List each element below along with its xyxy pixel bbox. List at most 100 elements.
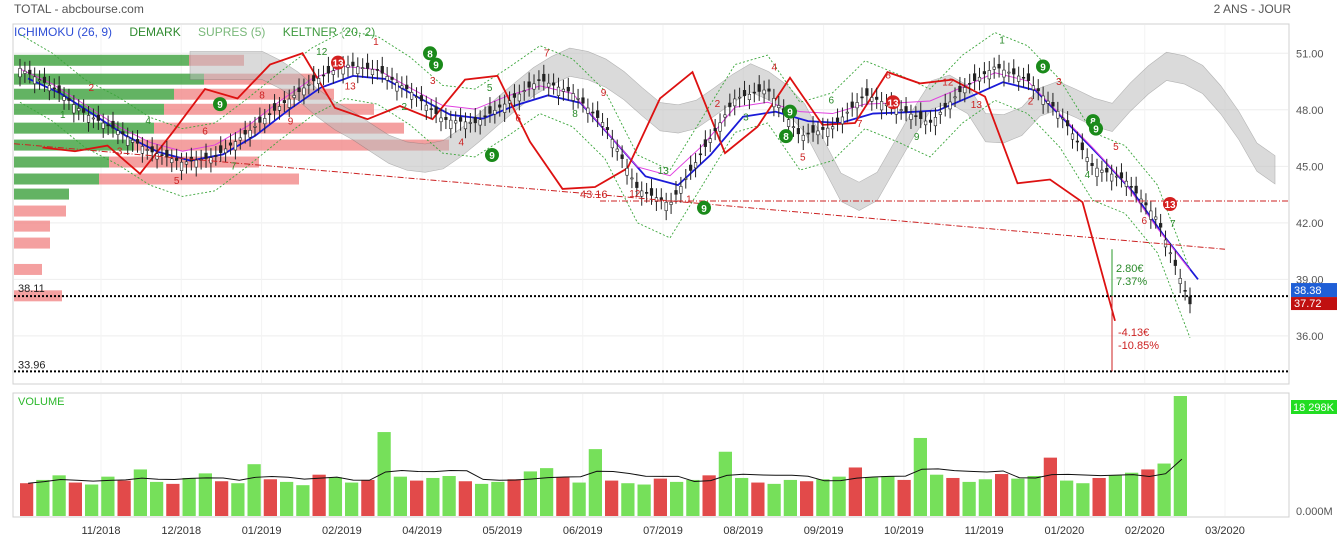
candle-body xyxy=(224,148,228,154)
demark-badge-label: 9 xyxy=(489,151,495,162)
candle-body xyxy=(512,93,517,98)
candle-body xyxy=(165,149,169,158)
demark-badge xyxy=(331,55,345,70)
x-tick-label: 02/2020 xyxy=(1125,525,1165,537)
candle-body xyxy=(1095,167,1099,177)
candle-body xyxy=(904,106,908,113)
candle-body xyxy=(321,74,326,77)
candle-body xyxy=(346,64,350,68)
demark-count: 9 xyxy=(914,132,920,143)
volume-title: VOLUME xyxy=(18,396,65,408)
candle-body xyxy=(821,126,825,130)
demark-badge-label: 9 xyxy=(217,100,223,111)
legend-demark[interactable]: DEMARK xyxy=(129,25,181,39)
volume-bar xyxy=(312,474,326,516)
profile-sell-bar xyxy=(109,156,259,168)
x-tick-label: 07/2019 xyxy=(643,525,683,537)
candle-body xyxy=(312,75,316,82)
candle-body xyxy=(395,82,399,92)
candle-body xyxy=(1090,163,1094,166)
candle-body xyxy=(23,70,27,74)
volume-bar xyxy=(816,479,830,516)
profile-buy-bar xyxy=(14,88,174,100)
demark-badge xyxy=(1089,121,1103,136)
volume-bar xyxy=(686,479,700,516)
legend-supres[interactable]: SUPRES (5) xyxy=(198,25,266,39)
candle-body xyxy=(488,106,492,114)
keltner-band-up xyxy=(19,30,1191,271)
volume-bar xyxy=(458,481,472,516)
candle-body xyxy=(1178,278,1182,285)
candle-body xyxy=(263,118,267,125)
candle-body xyxy=(1100,169,1104,173)
candle-body xyxy=(532,83,536,90)
loss-pct: -10.85% xyxy=(1118,340,1159,352)
candle-body xyxy=(1114,175,1119,178)
candle-body xyxy=(640,190,644,197)
profile-buy-bar xyxy=(14,139,134,151)
candle-body xyxy=(179,161,184,171)
profile-sell-bar xyxy=(14,220,50,232)
candle-body xyxy=(370,69,375,76)
candle-body xyxy=(576,98,580,100)
candle-body xyxy=(738,96,742,99)
demark-count: 7 xyxy=(544,49,550,60)
volume-bar xyxy=(280,481,294,516)
candle-body xyxy=(786,119,791,127)
candle-body xyxy=(1046,100,1050,104)
demark-count: 6 xyxy=(1142,216,1148,227)
volume-bar xyxy=(296,485,310,516)
volume-bar xyxy=(182,477,196,516)
candle-body xyxy=(1173,259,1177,266)
candle-body xyxy=(973,73,977,81)
candle-body xyxy=(282,100,286,104)
legend-ichimoku[interactable]: ICHIMOKU (26, 9) xyxy=(14,25,113,39)
demark-badge-label: 9 xyxy=(787,108,793,119)
volume-bar xyxy=(263,479,277,516)
candle-body xyxy=(708,138,712,143)
level-43-label: 43.16 xyxy=(580,189,608,201)
candle-body xyxy=(449,119,453,129)
demark-count: 5 xyxy=(174,176,180,187)
volume-bar xyxy=(361,479,375,516)
keltner-bands xyxy=(19,30,1191,338)
candle-body xyxy=(184,161,189,165)
candle-body xyxy=(542,73,546,82)
demark-badges: 9891399891398913123456789121312345678912… xyxy=(60,36,1177,230)
candle-body xyxy=(326,65,331,74)
volume-bar xyxy=(1157,463,1171,516)
candle-body xyxy=(1080,142,1084,151)
candle-body xyxy=(1041,95,1045,105)
volume-bar xyxy=(426,477,440,516)
candle-body xyxy=(356,66,360,75)
candle-body xyxy=(1017,75,1021,82)
profile-buy-bar xyxy=(14,173,99,185)
volume-bar xyxy=(621,483,635,516)
candle-body xyxy=(1056,110,1060,119)
loss-label: -4.13€ xyxy=(1118,327,1149,339)
candle-body xyxy=(57,85,61,93)
demark-count: 3 xyxy=(743,113,749,124)
candle-body xyxy=(67,97,71,101)
demark-badge xyxy=(1036,59,1050,74)
candle-body xyxy=(351,61,355,67)
volume-bar xyxy=(410,480,424,516)
candle-body xyxy=(845,111,849,114)
volume-bar xyxy=(393,476,407,516)
candle-body xyxy=(723,114,727,118)
candle-body xyxy=(228,142,233,146)
demark-count: 6 xyxy=(202,127,208,138)
demark-badge-label: 9 xyxy=(701,204,707,215)
candle-body xyxy=(826,127,830,137)
candle-body xyxy=(517,93,521,102)
candle-body xyxy=(419,95,424,102)
candle-body xyxy=(767,88,771,92)
demark-count: 5 xyxy=(487,83,493,94)
legend-keltner[interactable]: KELTNER (20, 2) xyxy=(282,25,376,39)
candle-body xyxy=(160,154,164,156)
x-tick-label: 01/2020 xyxy=(1045,525,1085,537)
candle-body xyxy=(214,155,218,157)
last-volume-label: 18 298K xyxy=(1293,402,1335,414)
x-tick-label: 04/2019 xyxy=(402,525,442,537)
candle-body xyxy=(977,76,982,82)
